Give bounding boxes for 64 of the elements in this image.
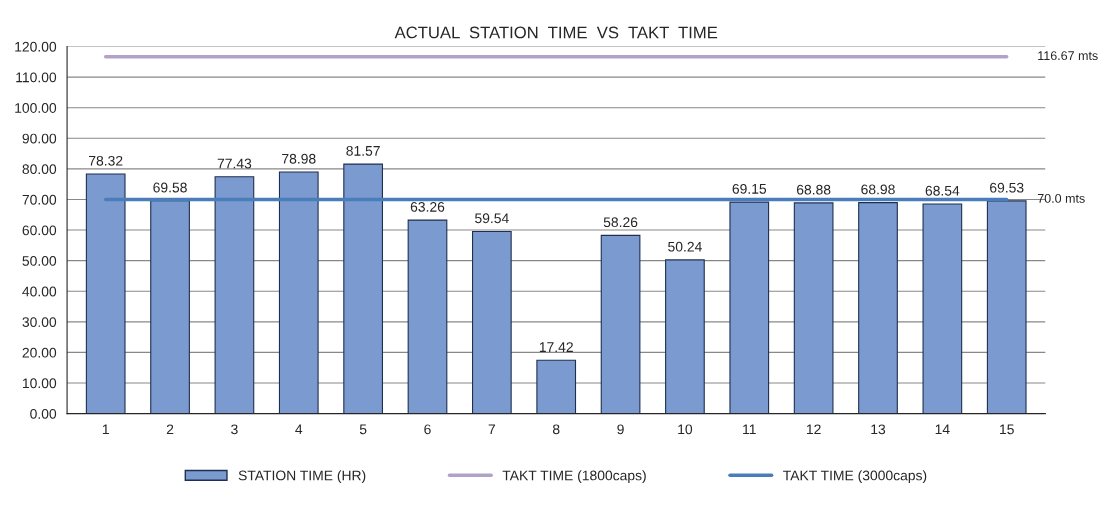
data-label: 69.58 [153, 182, 187, 193]
x-tick-label: 6 [424, 424, 431, 435]
bar [793, 202, 834, 414]
bar [150, 200, 190, 414]
data-label: 81.57 [346, 145, 380, 156]
y-tick-label: 10.00 [22, 378, 57, 389]
data-label: 68.54 [925, 185, 960, 196]
data-label: 78.98 [282, 153, 316, 164]
x-tick-label: 12 [806, 424, 821, 435]
data-label: 68.98 [861, 184, 895, 195]
bar [278, 171, 319, 414]
data-label: 69.53 [990, 182, 1024, 193]
bar [600, 234, 641, 414]
data-label: 77.43 [217, 158, 252, 169]
y-tick-label: 0.00 [30, 408, 57, 419]
y-tick-label: 70.00 [22, 194, 57, 205]
bar [922, 203, 963, 414]
bar [343, 163, 383, 414]
y-tick-label: 20.00 [22, 347, 57, 358]
x-tick-label: 9 [617, 424, 624, 435]
x-tick-label: 7 [488, 424, 496, 435]
x-tick-label: 14 [935, 424, 950, 435]
data-label: 58.26 [603, 217, 638, 228]
y-tick-label: 110.00 [16, 72, 57, 83]
x-tick-label: 15 [1000, 424, 1014, 435]
y-tick-label: 120.00 [15, 41, 57, 52]
x-tick-label: 8 [552, 424, 560, 435]
x-tick-label: 1 [102, 424, 109, 435]
y-tick-label: 30.00 [22, 317, 57, 327]
bar [214, 176, 255, 414]
x-tick-label: 11 [743, 424, 756, 435]
data-label: 63.26 [410, 201, 445, 212]
x-tick-label: 4 [295, 424, 303, 435]
data-label: 78.32 [89, 155, 123, 166]
annotation: 116.67 mts [1038, 51, 1098, 61]
bar [536, 359, 577, 414]
bar [986, 200, 1027, 414]
data-label: 50.24 [668, 241, 702, 252]
x-tick-label: 2 [166, 424, 174, 435]
bar [85, 173, 126, 414]
data-label: 59.54 [475, 213, 509, 224]
bar [858, 202, 898, 414]
y-tick-label: 90.00 [22, 133, 57, 144]
bar [665, 259, 705, 414]
y-tick-label: 100.00 [15, 103, 57, 113]
legend-label: TAKT TIME (3000caps) [783, 470, 927, 484]
legend-label: TAKT TIME (1800caps) [502, 470, 646, 484]
y-tick-label: 50.00 [22, 255, 57, 266]
data-label: 69.15 [732, 183, 767, 194]
y-tick-label: 80.00 [22, 164, 57, 175]
y-tick-label: 40.00 [22, 286, 57, 297]
bar [471, 230, 512, 414]
bar [407, 219, 448, 414]
x-tick-label: 3 [231, 424, 238, 435]
data-label: 68.88 [796, 184, 831, 195]
chart-title: ACTUAL STATION TIME VS TAKT TIME [394, 26, 718, 39]
annotation: 70.0 mts [1037, 193, 1085, 203]
x-tick-label: 10 [678, 424, 693, 435]
x-tick-label: 5 [359, 424, 367, 435]
x-tick-label: 13 [871, 424, 886, 435]
y-tick-label: 60.00 [22, 225, 57, 236]
legend-label: STATION TIME (HR) [238, 470, 366, 484]
bar [729, 201, 770, 414]
data-label: 17.42 [539, 342, 573, 352]
